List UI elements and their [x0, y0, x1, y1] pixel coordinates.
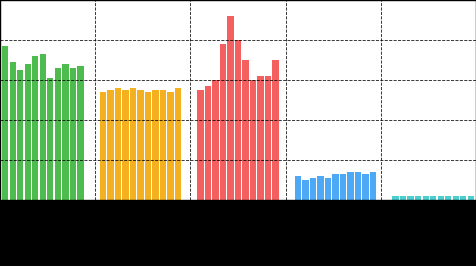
Bar	[122, 90, 129, 200]
Bar	[340, 174, 347, 200]
Bar	[332, 174, 339, 200]
Bar	[430, 196, 436, 200]
Bar	[107, 90, 114, 200]
Bar	[265, 76, 271, 200]
Bar	[302, 180, 309, 200]
Bar	[235, 40, 241, 200]
Bar	[437, 196, 444, 200]
Bar	[10, 62, 16, 200]
Bar	[55, 68, 61, 200]
Bar	[197, 90, 204, 200]
Bar	[347, 172, 354, 200]
Bar	[453, 196, 459, 200]
Bar	[40, 54, 46, 200]
Bar	[205, 86, 211, 200]
Bar	[400, 196, 407, 200]
Bar	[445, 196, 451, 200]
Bar	[460, 196, 466, 200]
Bar	[407, 196, 414, 200]
Bar	[228, 16, 234, 200]
Bar	[393, 196, 399, 200]
Bar	[325, 178, 331, 200]
Bar	[423, 196, 429, 200]
Bar	[355, 172, 361, 200]
Bar	[295, 176, 301, 200]
Bar	[415, 196, 421, 200]
Bar	[62, 64, 69, 200]
Bar	[69, 68, 76, 200]
Bar	[145, 92, 151, 200]
Bar	[220, 44, 226, 200]
Bar	[310, 178, 316, 200]
Bar	[317, 176, 324, 200]
Bar	[362, 174, 369, 200]
Bar	[47, 78, 53, 200]
Bar	[250, 80, 256, 200]
Bar	[175, 88, 181, 200]
Bar	[370, 172, 377, 200]
Bar	[467, 196, 474, 200]
Bar	[115, 88, 121, 200]
Bar	[242, 60, 248, 200]
Bar	[212, 80, 218, 200]
Bar	[77, 66, 83, 200]
Bar	[258, 76, 264, 200]
Bar	[152, 90, 159, 200]
Bar	[25, 64, 31, 200]
Bar	[160, 90, 166, 200]
Bar	[32, 56, 39, 200]
Bar	[137, 90, 144, 200]
Bar	[167, 92, 174, 200]
Bar	[2, 46, 9, 200]
Bar	[272, 60, 279, 200]
Bar	[129, 88, 136, 200]
Bar	[17, 70, 23, 200]
Bar	[99, 92, 106, 200]
